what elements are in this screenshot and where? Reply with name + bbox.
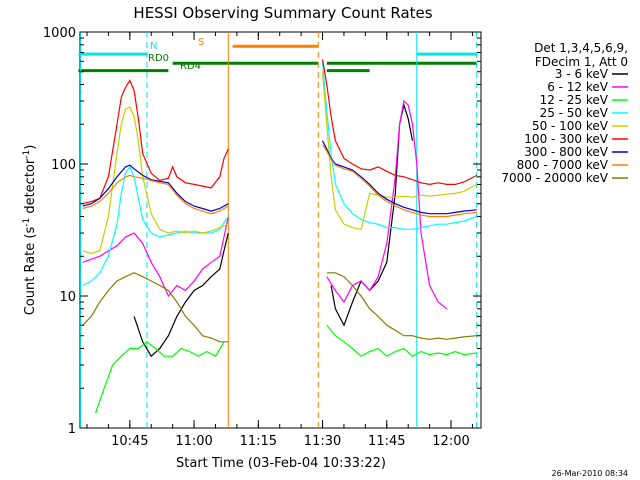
flag-label-rd0: RD0 <box>148 53 169 64</box>
footer-date: 26-Mar-2010 08:34 <box>552 469 629 478</box>
legend-entry-label: 100 - 300 keV <box>524 132 608 146</box>
y-tick-label: 100 <box>51 158 76 173</box>
legend-entry-label: 800 - 7000 keV <box>517 158 609 172</box>
legend-entry-label: 6 - 12 keV <box>547 80 609 94</box>
series-line <box>82 61 477 287</box>
legend-entry-label: 7000 - 20000 keV <box>501 171 608 185</box>
x-tick-label: 12:00 <box>432 434 469 449</box>
flag-label-rd4: RD4 <box>180 61 201 72</box>
y-tick-label: 1 <box>68 422 76 437</box>
legend-title-2: FDecim 1, Att 0 <box>535 55 628 69</box>
x-tick-label: 11:30 <box>304 434 341 449</box>
event-lines <box>80 32 478 428</box>
y-tick-label: 10 <box>59 290 76 305</box>
series-line <box>82 59 477 205</box>
legend-entry-label: 50 - 100 keV <box>532 119 609 133</box>
x-tick-label: 11:00 <box>175 434 212 449</box>
y-axis-label: Count Rate (s-1 detector-1) <box>22 145 38 316</box>
series-line <box>82 272 477 343</box>
legend-entry-label: 3 - 6 keV <box>555 67 609 81</box>
y-tick-label: 1000 <box>43 26 76 41</box>
flag-label-n: N <box>150 41 157 52</box>
legend-entry-label: 300 - 800 keV <box>524 145 608 159</box>
plot-frame <box>79 31 482 429</box>
x-tick-label: 11:45 <box>368 434 405 449</box>
series-line <box>82 99 448 310</box>
chart-title: HESSI Observing Summary Count Rates <box>133 4 432 22</box>
x-tick-label: 11:15 <box>240 434 277 449</box>
flag-bars <box>78 44 477 73</box>
series-line <box>82 140 477 215</box>
series-lines <box>82 59 477 414</box>
series-line <box>133 102 414 358</box>
legend-title-1: Det 1,3,4,5,6,9, <box>534 41 628 55</box>
axes: 1 10 100 1000 10:45 11:00 11:15 11:30 11:45 12:00 <box>43 26 481 449</box>
series-line <box>82 71 477 255</box>
series-line <box>95 324 477 414</box>
flag-label-s: S <box>198 37 204 48</box>
x-tick-label: 10:45 <box>111 434 148 449</box>
legend-entry-label: 25 - 50 keV <box>540 106 609 120</box>
x-axis-label: Start Time (03-Feb-04 10:33:22) <box>176 456 386 471</box>
legend-entry-label: 12 - 25 keV <box>540 93 609 107</box>
series-line <box>82 144 477 218</box>
